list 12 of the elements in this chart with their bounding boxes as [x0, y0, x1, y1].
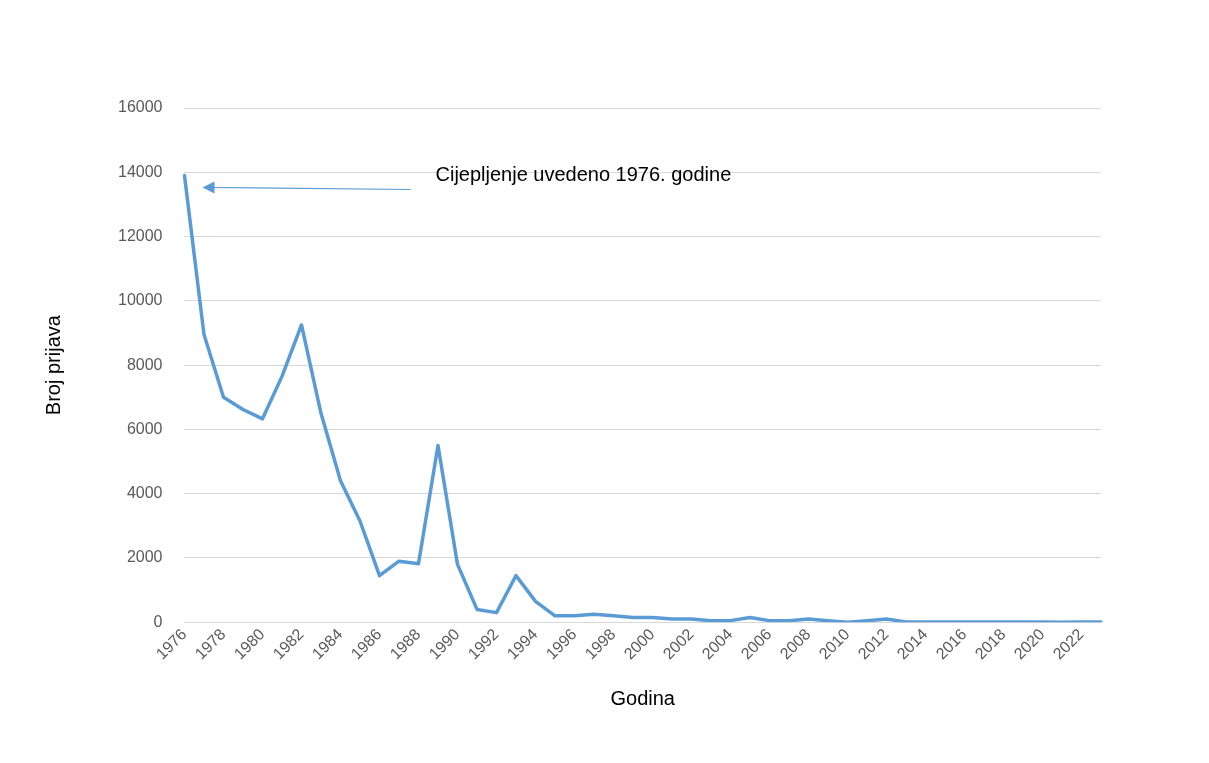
x-axis-title: Godina	[610, 686, 676, 709]
y-tick-label: 16000	[117, 98, 163, 116]
y-tick-label: 2000	[126, 548, 163, 566]
y-tick-label: 6000	[126, 419, 163, 437]
y-tick-label: 10000	[117, 291, 163, 309]
y-tick-label: 4000	[126, 484, 163, 502]
y-axis-title: Broj prijava	[41, 314, 64, 416]
y-tick-label: 12000	[117, 226, 163, 244]
y-tick-label: 8000	[126, 355, 163, 373]
y-tick-label: 0	[153, 612, 163, 630]
y-tick-label: 14000	[117, 162, 163, 180]
annotation: Cijepljenje uvedeno 1976. godine	[435, 163, 732, 186]
